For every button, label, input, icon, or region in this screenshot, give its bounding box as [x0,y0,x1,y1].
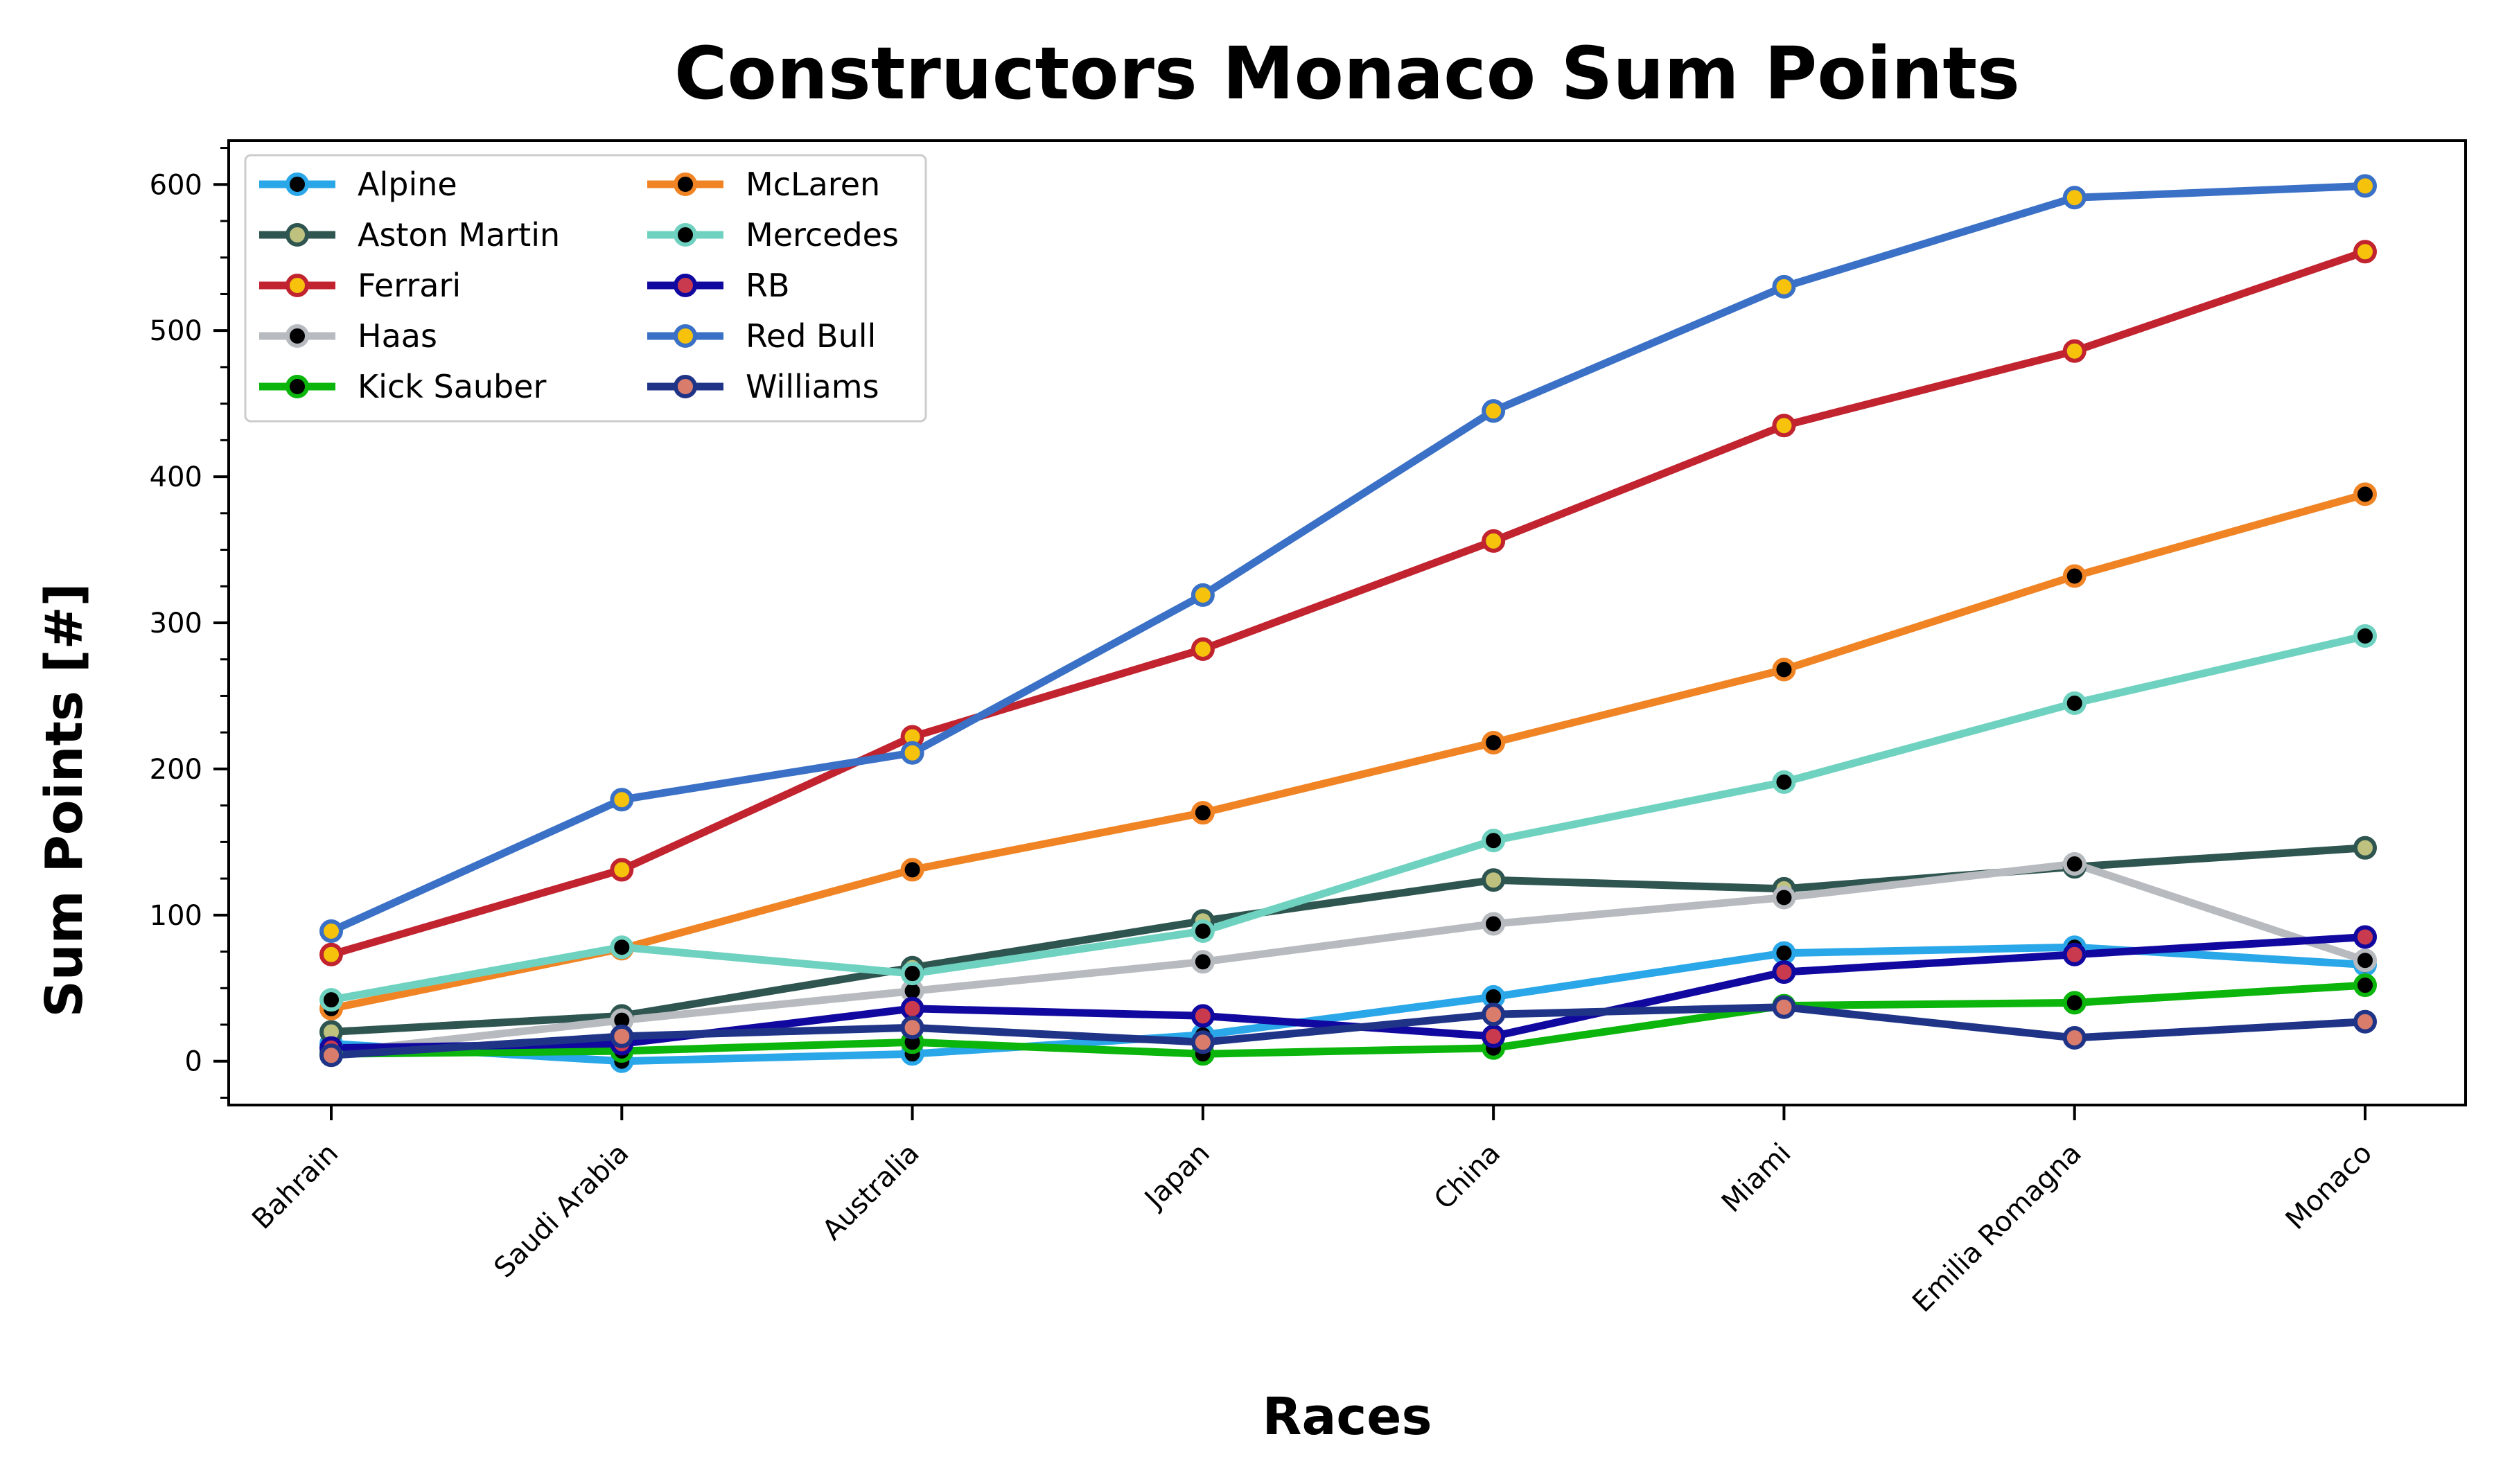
legend-swatch-marker [286,375,309,398]
series-line-3 [327,860,2369,1057]
series-marker-6 [610,935,634,960]
legend-label: Alpine [358,166,457,203]
series-marker-8 [1482,399,1506,423]
series-marker-5 [1191,801,1215,825]
series-marker-9 [2062,1025,2087,1050]
series-marker-9 [2353,1009,2377,1034]
legend-label: Ferrari [358,267,461,304]
legend-label: Haas [358,317,437,355]
y-tick-label: 300 [150,608,202,639]
y-tick-label: 500 [150,315,202,347]
series-marker-6 [1482,829,1506,853]
series-marker-8 [2353,174,2377,198]
y-tick-label: 600 [150,169,202,201]
series-line-6 [327,632,2369,1004]
series-line-4 [327,981,2369,1058]
series-marker-2 [1772,414,1796,438]
series-marker-9 [319,1043,343,1068]
legend-label: RB [746,267,790,304]
y-tick-label: 0 [185,1046,202,1078]
legend-swatch-marker [674,375,697,398]
series-marker-2 [1191,637,1215,661]
series-marker-9 [900,1016,924,1040]
series-marker-9 [1191,1030,1215,1054]
series-marker-5 [1482,730,1506,754]
series-marker-6 [1772,770,1796,794]
legend-label: Williams [746,368,879,405]
legend-swatch-marker [674,223,697,247]
series-marker-7 [1772,960,1796,984]
legend-swatch-marker [286,223,309,247]
series-marker-6 [2062,691,2087,715]
series-marker-3 [2353,948,2377,973]
series-marker-9 [610,1024,634,1048]
chart-title: Constructors Monaco Sum Points [674,31,2020,116]
series-marker-4 [2062,991,2087,1015]
series-marker-7 [900,996,924,1021]
series-marker-8 [319,919,343,944]
series-marker-8 [2062,186,2087,210]
legend-box [244,154,927,423]
series-line-5 [327,490,2369,1013]
legend-swatch-marker [674,274,697,297]
series-marker-7 [2353,925,2377,949]
series-marker-8 [900,741,924,765]
series-marker-2 [1482,529,1506,553]
series-line-9 [327,1003,2369,1059]
legend-label: Aston Martin [358,216,560,254]
legend-label: Red Bull [746,317,876,355]
y-axis-label: Sum Points [#] [35,583,94,1018]
x-axis-label: Races [1262,1387,1432,1447]
legend-swatch-marker [674,173,697,196]
legend: Alpine Aston Martin Ferrari Haas Kick Sauber… [244,154,927,423]
y-tick-label: 100 [150,900,202,932]
series-marker-2 [610,858,634,882]
series-marker-3 [1772,885,1796,910]
legend-swatch-marker [286,173,309,196]
series-marker-6 [2353,624,2377,648]
y-tick-label: 400 [150,461,202,493]
series-marker-7 [1191,1004,1215,1028]
series-marker-2 [2353,240,2377,264]
legend-swatch-marker [286,324,309,348]
series-marker-2 [2062,339,2087,363]
series-marker-6 [1191,919,1215,944]
series-marker-3 [1191,950,1215,974]
plot-frame [227,139,2467,1106]
legend-label: Mercedes [746,216,899,254]
series-marker-5 [900,858,924,882]
legend-swatch-marker [286,274,309,297]
series-line-8 [327,182,2369,935]
series-marker-0 [1772,941,1796,965]
series-marker-9 [1772,995,1796,1019]
series-line-2 [327,247,2369,959]
series-marker-1 [1482,868,1506,892]
series-marker-4 [2353,973,2377,998]
series-marker-6 [900,962,924,986]
legend-swatch-marker [674,324,697,348]
series-marker-3 [1482,912,1506,936]
series-marker-9 [1482,1002,1506,1027]
series-marker-3 [2062,852,2087,876]
series-marker-1 [2353,836,2377,860]
series-marker-7 [2062,942,2087,966]
series-marker-8 [610,788,634,812]
series-marker-5 [2062,564,2087,588]
series-marker-8 [1772,274,1796,299]
series-marker-2 [319,942,343,966]
series-marker-5 [2353,482,2377,506]
series-marker-5 [1772,657,1796,682]
legend-label: McLaren [746,166,880,203]
legend-label: Kick Sauber [358,368,547,405]
series-marker-7 [1482,1024,1506,1048]
series-line-0 [327,943,2369,1066]
series-marker-8 [1191,583,1215,607]
series-marker-6 [319,988,343,1012]
y-tick-label: 200 [150,754,202,786]
